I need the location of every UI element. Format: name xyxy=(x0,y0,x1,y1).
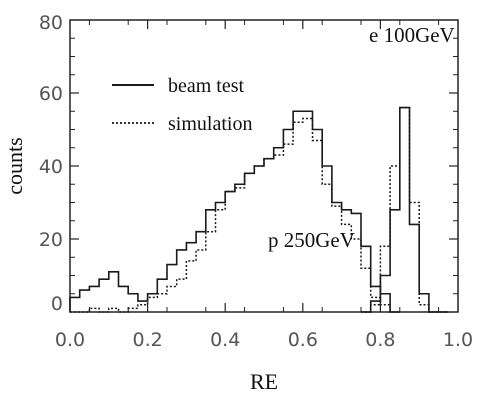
x-tick-label: 0.8 xyxy=(365,329,395,351)
x-axis-title: RE xyxy=(250,369,278,394)
x-tick-label: 1.0 xyxy=(443,329,473,351)
series-beam-test-p-250gev xyxy=(69,110,400,313)
y-axis-title: counts xyxy=(2,137,27,194)
data-series xyxy=(69,106,449,313)
axis-ticks xyxy=(70,20,458,312)
x-tick-labels: 0.0 0.2 0.4 0.6 0.8 1.0 xyxy=(55,329,473,351)
y-tick-label: 60 xyxy=(39,83,63,105)
y-tick-label: 80 xyxy=(39,12,63,34)
series-beam-test-e-100gev xyxy=(361,106,449,313)
x-tick-label: 0.0 xyxy=(55,329,85,351)
y-tick-label: 0 xyxy=(51,293,63,315)
y-tick-labels: 0 20 40 60 80 xyxy=(39,12,63,315)
series-simulation-e-100gev xyxy=(361,106,449,313)
legend-label-simulation: simulation xyxy=(168,113,252,135)
legend: beam test simulation xyxy=(112,75,252,135)
annotation-e-100gev: e 100GeV xyxy=(369,23,455,47)
series-simulation-p-250gev xyxy=(70,117,400,313)
x-tick-label: 0.2 xyxy=(132,329,162,351)
annotation-p-250gev: p 250GeV xyxy=(268,228,355,252)
y-tick-label: 20 xyxy=(39,229,63,251)
x-tick-label: 0.4 xyxy=(210,329,240,351)
x-tick-label: 0.6 xyxy=(288,329,318,351)
y-tick-label: 40 xyxy=(39,156,63,178)
legend-label-beam-test: beam test xyxy=(168,75,245,97)
